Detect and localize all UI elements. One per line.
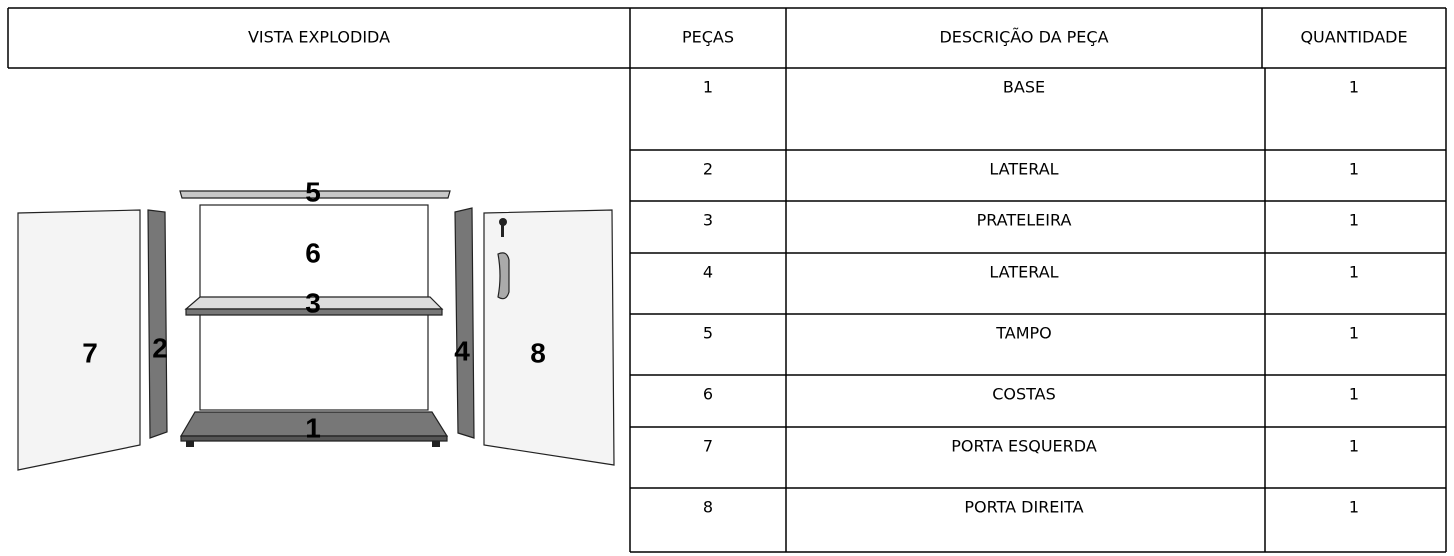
part-description: PRATELEIRA [977,211,1072,230]
part-description: TAMPO [995,324,1052,343]
part-label: 6 [305,237,321,268]
part-label: 1 [305,412,321,443]
part-description: PORTA ESQUERDA [951,437,1097,456]
part-quantity: 1 [1349,263,1359,282]
part-quantity: 1 [1349,78,1359,97]
part-number: 1 [703,78,713,97]
part-description: LATERAL [989,160,1058,179]
part-description: PORTA DIREITA [964,498,1083,517]
part-quantity: 1 [1349,324,1359,343]
table-body: 1 BASE 1 2 LATERAL 1 3 PRATELEIRA 1 4 LATERAL 1 5 TAM… [630,78,1446,553]
part-label: 3 [305,287,321,318]
header-part: PEÇAS [682,28,734,47]
part-label: 2 [152,332,168,363]
header-description: DESCRIÇÃO DA PEÇA [939,28,1108,47]
part-label: 8 [530,337,546,368]
part-number: 8 [703,498,713,517]
header-quantity: QUANTIDADE [1300,28,1407,47]
part-quantity: 1 [1349,385,1359,404]
part-number: 6 [703,385,713,404]
table-frame [7,7,1447,552]
part-quantity: 1 [1349,160,1359,179]
exploded-view: 7 2 5 6 3 4 8 1 [17,176,615,471]
part-quantity: 1 [1349,498,1359,517]
part-number: 7 [703,437,713,456]
part-label: 7 [82,337,98,368]
part-quantity: 1 [1349,211,1359,230]
part-label: 5 [305,176,321,207]
part-label: 4 [454,335,470,366]
part-description: LATERAL [989,263,1058,282]
part-number: 3 [703,211,713,230]
part-number: 2 [703,160,713,179]
part-description: COSTAS [992,385,1056,404]
part-number: 4 [703,263,713,282]
part-number: 5 [703,324,713,343]
header-view: VISTA EXPLODIDA [248,28,390,47]
part-quantity: 1 [1349,437,1359,456]
part-description: BASE [1003,78,1045,97]
